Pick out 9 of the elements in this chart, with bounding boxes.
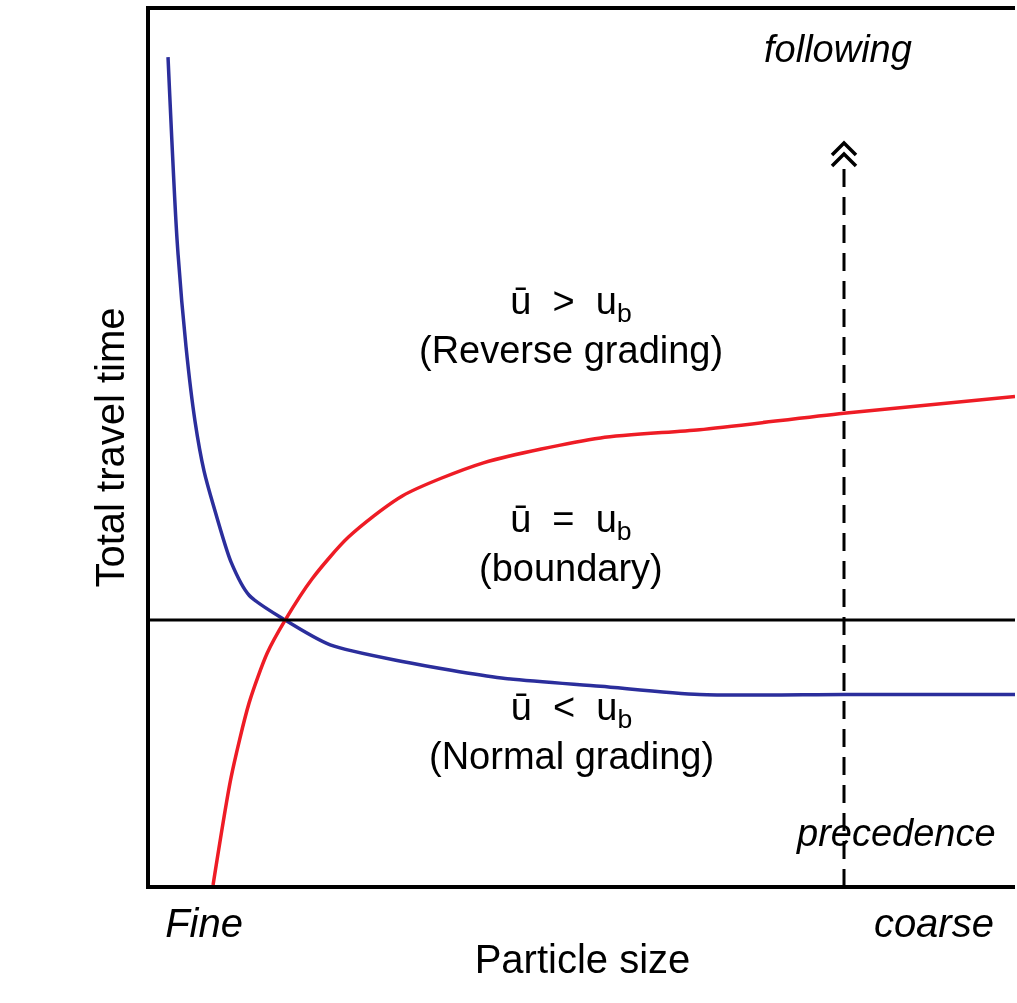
annotation: following	[764, 28, 912, 70]
annotation: ū > u$_{b}$ (Reverse grading)	[419, 280, 724, 372]
x-tick-label: Fine	[165, 901, 243, 945]
annotation: ū < u$_{b}$ (Normal grading)	[429, 686, 715, 778]
y-axis-title: Total travel time	[88, 307, 132, 588]
x-axis-title: Particle size	[474, 937, 691, 981]
x-tick-label: coarse	[873, 901, 994, 945]
annotation: precedence	[796, 812, 996, 854]
annotation: ū = u$_{b}$ (boundary)	[479, 498, 663, 590]
